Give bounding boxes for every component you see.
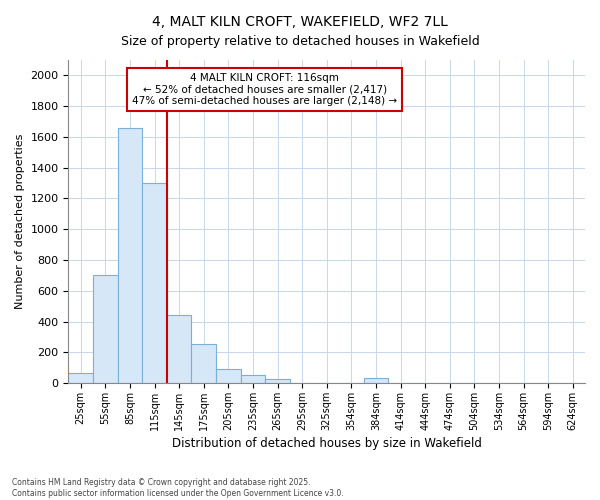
Text: Contains HM Land Registry data © Crown copyright and database right 2025.
Contai: Contains HM Land Registry data © Crown c… <box>12 478 344 498</box>
Text: Size of property relative to detached houses in Wakefield: Size of property relative to detached ho… <box>121 35 479 48</box>
Bar <box>364 378 388 383</box>
Bar <box>191 344 216 383</box>
Bar <box>118 128 142 383</box>
Y-axis label: Number of detached properties: Number of detached properties <box>15 134 25 309</box>
Bar <box>265 379 290 383</box>
Bar <box>68 373 93 383</box>
Text: 4, MALT KILN CROFT, WAKEFIELD, WF2 7LL: 4, MALT KILN CROFT, WAKEFIELD, WF2 7LL <box>152 15 448 29</box>
Bar <box>241 376 265 383</box>
Bar <box>93 276 118 383</box>
Bar <box>216 369 241 383</box>
Text: 4 MALT KILN CROFT: 116sqm
← 52% of detached houses are smaller (2,417)
47% of se: 4 MALT KILN CROFT: 116sqm ← 52% of detac… <box>132 73 397 106</box>
Bar <box>142 183 167 383</box>
Bar <box>167 316 191 383</box>
X-axis label: Distribution of detached houses by size in Wakefield: Distribution of detached houses by size … <box>172 437 482 450</box>
